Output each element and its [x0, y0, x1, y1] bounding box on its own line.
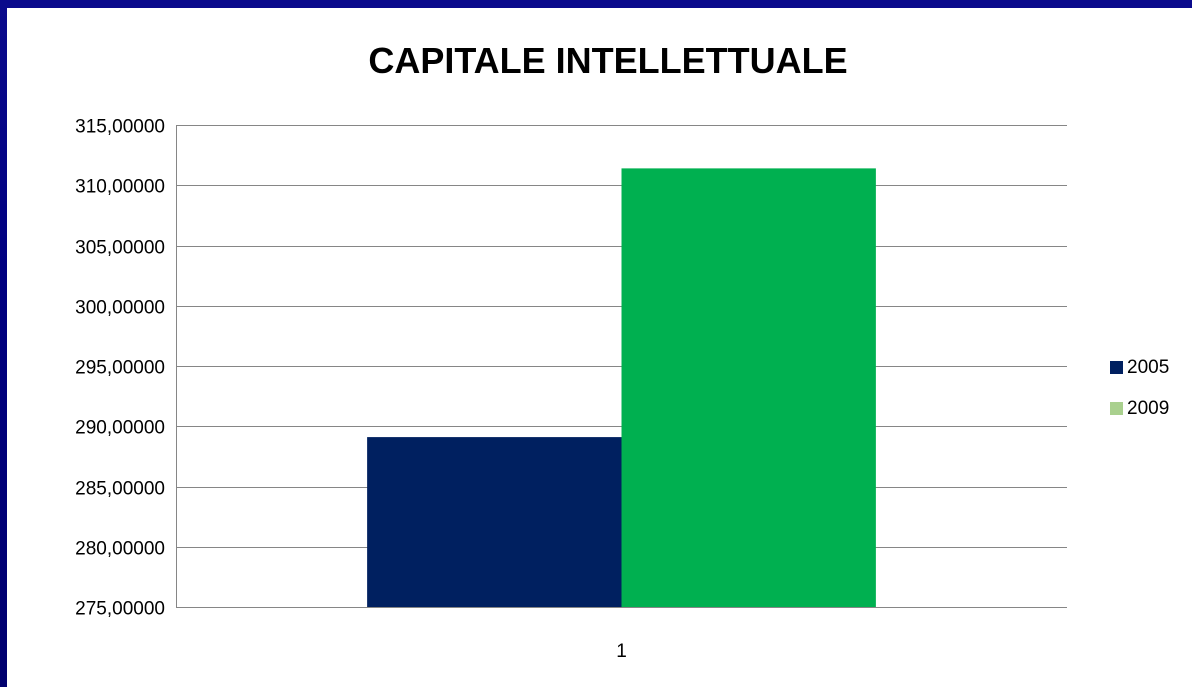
- x-axis-tick-labels: 1: [616, 641, 627, 662]
- y-tick-label: 285,00000: [75, 479, 165, 500]
- x-tick-label: 1: [616, 641, 627, 662]
- legend-swatch-2005: [1110, 361, 1123, 374]
- y-tick-label: 295,00000: [75, 358, 165, 379]
- y-axis-tick-labels: 275,00000 280,00000 285,00000 290,00000 295,…: [75, 117, 165, 620]
- y-tick-label: 275,00000: [75, 599, 165, 620]
- legend-label-2009: 2009: [1127, 397, 1170, 419]
- bar-2009: [621, 168, 876, 607]
- bars: [367, 168, 876, 607]
- y-tick-label: 315,00000: [75, 117, 165, 138]
- y-tick-label: 310,00000: [75, 177, 165, 198]
- legend-label-2005: 2005: [1127, 356, 1170, 378]
- legend-swatch-2009: [1110, 402, 1123, 415]
- y-tick-label: 290,00000: [75, 418, 165, 439]
- chart-title: CAPITALE INTELLETTUALE: [368, 40, 848, 81]
- y-tick-label: 300,00000: [75, 298, 165, 319]
- y-tick-label: 305,00000: [75, 238, 165, 259]
- legend: 2005 2009: [1110, 356, 1170, 440]
- legend-item-2009: 2009: [1110, 397, 1170, 419]
- legend-item-2005: 2005: [1110, 356, 1170, 378]
- y-tick-label: 280,00000: [75, 539, 165, 560]
- bar-2005: [367, 437, 622, 607]
